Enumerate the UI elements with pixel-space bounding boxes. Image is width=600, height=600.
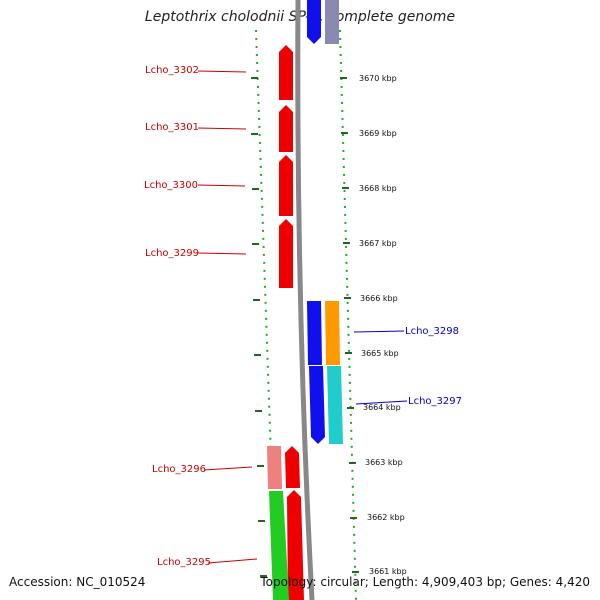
gene-label[interactable]: Lcho_3298 xyxy=(405,326,459,337)
gene-arrow-lcho-3300[interactable] xyxy=(279,155,293,216)
inner-major-ticks xyxy=(340,77,359,573)
scale-tick-label: 3669 kbp xyxy=(359,129,397,138)
reverse-genes[interactable] xyxy=(307,0,343,444)
scale-tick-label: 3670 kbp xyxy=(359,74,397,83)
gene-label[interactable]: Lcho_3301 xyxy=(145,122,199,133)
scale-labels: 3670 kbp 3669 kbp 3668 kbp 3667 kbp 3666… xyxy=(359,74,407,576)
gene-arrow-blue-3297[interactable] xyxy=(309,366,325,444)
scale-tick-label: 3665 kbp xyxy=(361,349,399,358)
gene-label[interactable]: Lcho_3300 xyxy=(144,180,198,191)
accession-text: Accession: NC_010524 xyxy=(9,575,146,589)
gene-box-cyan-3297[interactable] xyxy=(327,366,343,444)
gene-box-light-red[interactable] xyxy=(267,446,282,489)
scale-tick-label: 3664 kbp xyxy=(363,403,401,412)
gene-arrow-lcho-3296[interactable] xyxy=(285,446,300,488)
gene-label[interactable]: Lcho_3297 xyxy=(408,396,462,407)
scale-tick-label: 3661 kbp xyxy=(369,567,407,576)
gene-label[interactable]: Lcho_3302 xyxy=(145,65,199,76)
scale-tick-label: 3666 kbp xyxy=(360,294,398,303)
scale-tick-label: 3663 kbp xyxy=(365,458,403,467)
gene-arrow-lcho-3295[interactable] xyxy=(287,490,304,600)
forward-genes[interactable] xyxy=(267,45,304,600)
gene-box-top-grey[interactable] xyxy=(325,0,339,44)
gene-labels[interactable]: Lcho_3302 Lcho_3301 Lcho_3300 Lcho_3299 … xyxy=(144,65,462,568)
gene-arrow-top-blue[interactable] xyxy=(307,0,321,44)
gene-box-orange-3298[interactable] xyxy=(325,301,340,365)
scale-tick-label: 3668 kbp xyxy=(359,184,397,193)
label-leaders xyxy=(197,70,408,564)
gene-label[interactable]: Lcho_3299 xyxy=(145,248,199,259)
outer-major-ticks xyxy=(251,77,267,577)
gene-box-blue-3298[interactable] xyxy=(307,301,322,365)
scale-tick-label: 3662 kbp xyxy=(367,513,405,522)
scale-tick-label: 3667 kbp xyxy=(359,239,397,248)
gene-arrow-lcho-3301[interactable] xyxy=(279,105,293,152)
gene-arrow-lcho-3299[interactable] xyxy=(279,219,293,288)
topology-text: Topology: circular; Length: 4,909,403 bp… xyxy=(260,575,590,589)
genome-backbone xyxy=(295,0,315,600)
inner-tick-ring xyxy=(339,29,357,600)
gene-arrow-lcho-3302[interactable] xyxy=(279,45,293,100)
gene-label[interactable]: Lcho_3296 xyxy=(152,464,206,475)
gene-label[interactable]: Lcho_3295 xyxy=(157,557,211,568)
gene-box-green[interactable] xyxy=(269,491,289,600)
